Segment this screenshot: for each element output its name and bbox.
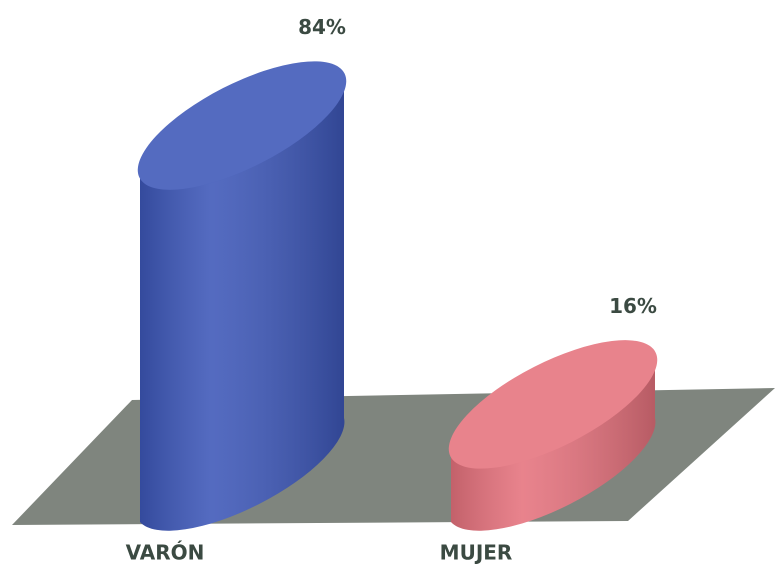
value-label: 84% [298,15,346,39]
bar-top-light [137,61,347,190]
bar-top [448,340,658,469]
category-label: MUJER [440,541,513,565]
category-label: VARÓN [126,541,205,565]
bar-top-light [448,340,658,469]
floor [12,388,775,525]
bar-top [137,61,347,190]
value-label: 16% [609,294,657,318]
